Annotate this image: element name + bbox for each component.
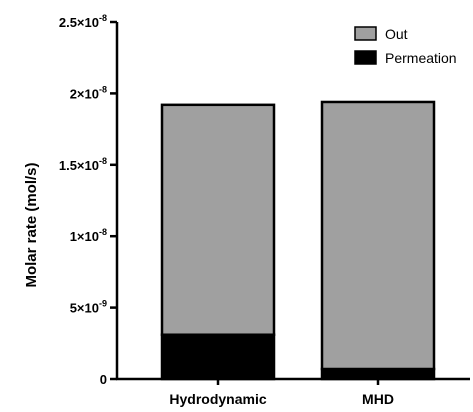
bar-out-hydrodynamic: [160, 103, 276, 336]
y-ticks: 0 5×10-9 1×10-8 1.5×10-8 2×10-8 2.5×10-8: [59, 13, 117, 387]
bar-permeation-mhd: [320, 367, 436, 381]
legend-swatch-out: [354, 26, 377, 41]
legend-label-out: Out: [385, 26, 408, 42]
legend-label-permeation: Permeation: [385, 50, 457, 66]
legend-swatch-permeation: [354, 50, 377, 65]
y-tick-label: 1.5×10-8: [59, 156, 107, 173]
x-category-label: MHD: [362, 391, 394, 407]
x-categories: Hydrodynamic MHD: [169, 379, 394, 407]
y-tick-label: 0: [100, 372, 107, 387]
x-category-label: Hydrodynamic: [169, 391, 266, 407]
y-tick-label: 2.5×10-8: [59, 13, 107, 30]
y-tick-label: 1×10-8: [70, 227, 107, 244]
y-tick-label: 5×10-9: [70, 299, 107, 316]
legend: Out Permeation: [354, 26, 457, 66]
bars: [160, 100, 436, 381]
bar-permeation-hydrodynamic: [160, 333, 276, 381]
bar-out-mhd: [320, 100, 436, 371]
y-axis-label: Molar rate (mol/s): [23, 162, 40, 287]
y-tick-label: 2×10-8: [70, 84, 107, 101]
